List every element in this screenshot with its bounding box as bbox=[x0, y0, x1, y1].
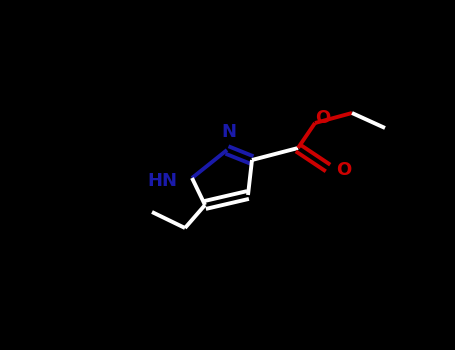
Text: O: O bbox=[315, 109, 331, 127]
Text: HN: HN bbox=[147, 172, 177, 190]
Text: N: N bbox=[222, 123, 237, 141]
Text: O: O bbox=[336, 161, 352, 179]
